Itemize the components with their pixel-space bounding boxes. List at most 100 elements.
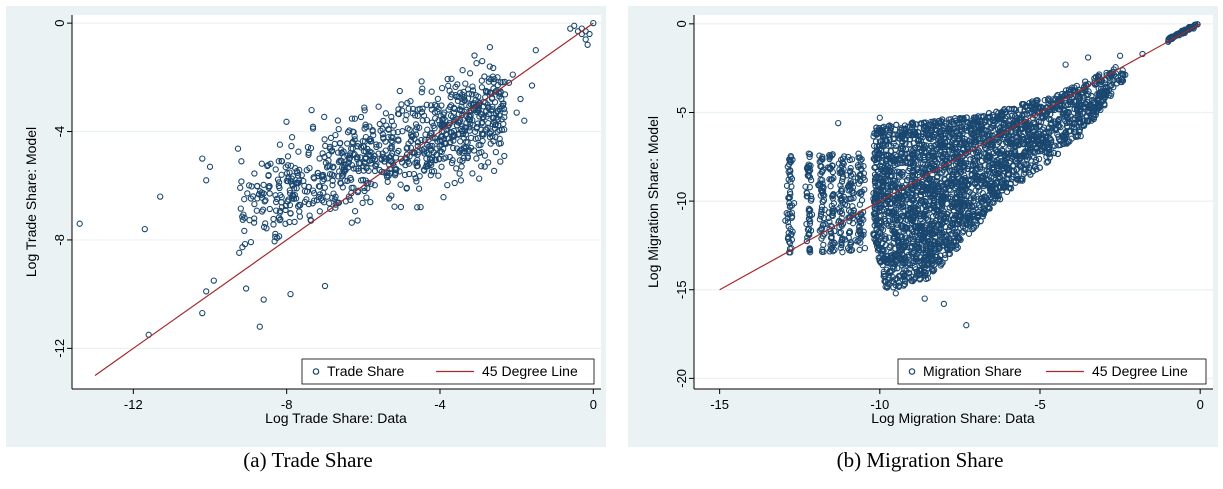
scatter-point: [803, 237, 811, 245]
scatter-point: [835, 191, 842, 198]
scatter-point: [849, 220, 857, 227]
scatter-point: [909, 216, 917, 223]
scatter-point: [492, 148, 500, 156]
scatter-point: [876, 114, 883, 121]
scatter-point: [423, 101, 430, 108]
scatter-point: [972, 187, 979, 194]
scatter-point: [497, 158, 504, 165]
trade-x-tick-label: -12: [124, 397, 143, 412]
scatter-point: [965, 199, 972, 207]
scatter-point: [846, 247, 853, 254]
scatter-point: [970, 207, 977, 215]
scatter-point: [977, 196, 985, 203]
scatter-point: [237, 205, 244, 212]
scatter-point: [907, 244, 914, 251]
scatter-point: [985, 162, 992, 170]
scatter-point: [803, 220, 810, 228]
scatter-point: [428, 88, 435, 95]
scatter-point: [947, 231, 955, 238]
scatter-point: [944, 137, 951, 145]
scatter-point: [306, 164, 313, 172]
scatter-point: [910, 239, 917, 246]
scatter-point: [806, 220, 814, 227]
scatter-point: [456, 147, 463, 154]
scatter-point: [906, 154, 913, 162]
scatter-point: [324, 193, 331, 200]
scatter-point: [433, 102, 440, 110]
scatter-point: [836, 169, 843, 177]
scatter-point: [290, 195, 298, 202]
scatter-point: [414, 139, 422, 146]
scatter-point: [921, 197, 928, 205]
scatter-point: [391, 203, 398, 210]
scatter-point: [1075, 119, 1082, 126]
scatter-point: [389, 134, 396, 142]
scatter-point: [413, 178, 420, 185]
scatter-point: [296, 166, 303, 174]
scatter-point: [894, 265, 901, 272]
scatter-point: [1014, 176, 1021, 183]
trade-45-degree-line: [94, 22, 594, 376]
scatter-point: [1014, 141, 1022, 148]
scatter-point: [305, 151, 312, 158]
scatter-point: [816, 216, 824, 223]
scatter-point: [849, 203, 856, 210]
scatter-point: [1062, 91, 1069, 98]
scatter-point: [817, 226, 825, 233]
scatter-point: [485, 159, 492, 166]
scatter-point: [942, 186, 949, 193]
scatter-point: [1042, 137, 1049, 144]
scatter-point: [1065, 118, 1072, 125]
scatter-point: [361, 104, 368, 111]
scatter-point: [961, 125, 968, 132]
scatter-point: [978, 113, 985, 120]
scatter-point: [848, 156, 856, 163]
scatter-point: [827, 234, 835, 241]
scatter-point: [928, 121, 935, 129]
scatter-point: [247, 238, 255, 246]
scatter-point: [920, 169, 927, 176]
scatter-point: [938, 204, 946, 211]
scatter-point: [922, 275, 930, 283]
scatter-point: [1038, 147, 1045, 154]
scatter-point: [929, 268, 937, 275]
scatter-point: [892, 245, 899, 252]
scatter-point: [916, 276, 924, 283]
scatter-point: [359, 199, 366, 207]
scatter-point: [497, 89, 504, 96]
scatter-point: [444, 75, 451, 83]
scatter-point: [939, 197, 947, 204]
scatter-point: [871, 164, 878, 171]
scatter-point: [1055, 133, 1062, 140]
scatter-point: [875, 174, 882, 182]
scatter-point: [877, 162, 884, 169]
scatter-point: [891, 177, 898, 185]
scatter-point: [856, 154, 863, 161]
scatter-point: [327, 134, 335, 142]
trade-y-tick-label: -8: [52, 234, 67, 246]
scatter-point: [401, 171, 409, 179]
scatter-point: [911, 128, 918, 136]
scatter-point: [467, 107, 475, 114]
scatter-point: [896, 273, 904, 280]
scatter-point: [1059, 110, 1066, 118]
scatter-point: [804, 164, 812, 172]
scatter-point: [1022, 166, 1029, 173]
scatter-point: [378, 155, 385, 162]
scatter-point: [294, 203, 302, 210]
scatter-point: [426, 155, 434, 162]
scatter-point: [909, 119, 916, 126]
scatter-point: [829, 207, 836, 215]
scatter-point: [897, 248, 904, 255]
scatter-point: [501, 109, 508, 116]
scatter-point: [1082, 87, 1089, 95]
scatter-point: [1031, 124, 1038, 131]
scatter-point: [494, 122, 502, 129]
scatter-point: [431, 125, 438, 132]
scatter-point: [436, 143, 443, 150]
scatter-point: [283, 170, 291, 177]
migration-scatter-points: [782, 21, 1201, 329]
scatter-point: [931, 241, 939, 248]
scatter-point: [788, 183, 795, 190]
scatter-point: [921, 166, 928, 173]
